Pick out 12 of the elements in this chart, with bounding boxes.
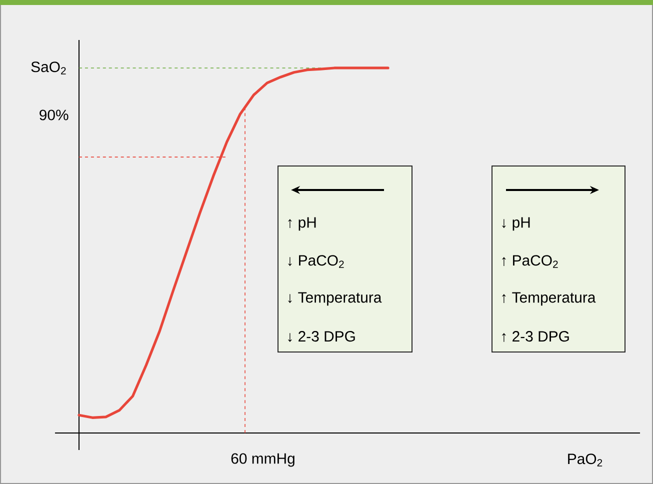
text: PaO$_{2}$ [568,454,602,466]
annotation: ↓ PaCO$_{2}$ [288,255,344,268]
annotation: ↓ Temperatura [288,292,382,306]
text: ↑ PaCO$_{2}$ [502,255,558,268]
text: ↑ Temperatura [502,292,596,306]
text: 90% [40,110,68,120]
annotation: ↑ pH [288,217,316,231]
y-axis-title: SaO$_{2}$ [31,62,66,74]
text: 60 mmHg [231,453,294,467]
text: ↑ 2-3 DPG [502,331,569,342]
text: ↓ pH [502,217,530,231]
annotation: ↓ 2-3 DPG [288,331,355,342]
